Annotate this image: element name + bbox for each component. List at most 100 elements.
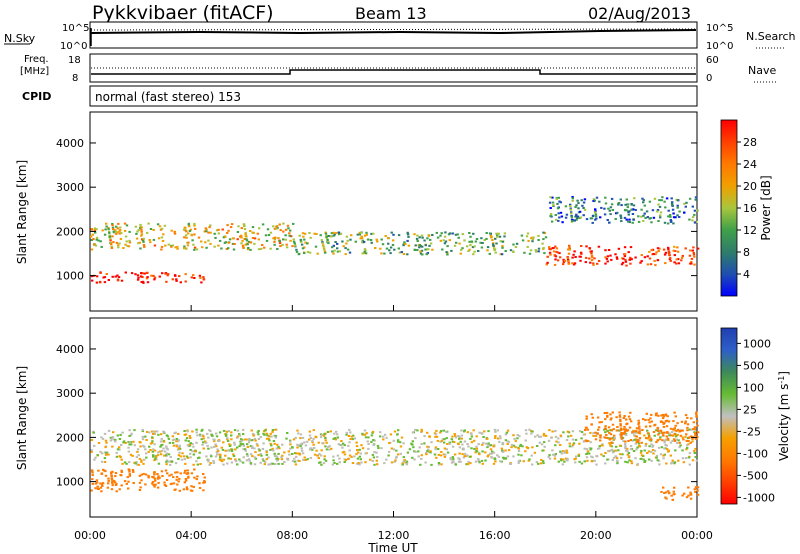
power-cell <box>575 215 578 218</box>
velocity-cell <box>502 450 505 453</box>
velocity-cell <box>457 443 460 446</box>
velocity-cell <box>522 460 525 463</box>
velocity-cell <box>202 435 205 438</box>
power-cell <box>111 235 114 238</box>
velocity-cell <box>663 439 667 442</box>
power-cell <box>627 211 630 214</box>
velocity-cb-tick-label: 25 <box>743 403 757 416</box>
velocity-cell <box>145 431 149 433</box>
velocity-cell <box>686 416 689 419</box>
velocity-cb-tick-label: -100 <box>743 447 768 460</box>
velocity-cell <box>145 456 148 459</box>
power-cell <box>579 216 582 219</box>
velocity-cell <box>293 460 297 463</box>
velocity-cell <box>155 430 159 433</box>
velocity-cell <box>168 441 172 444</box>
velocity-cell <box>187 440 190 443</box>
power-cell <box>483 239 486 241</box>
velocity-cell <box>631 439 634 442</box>
velocity-cell <box>114 472 118 474</box>
velocity-cell <box>531 463 534 466</box>
velocity-cell <box>168 474 171 477</box>
nsky-trace <box>90 29 697 35</box>
velocity-cell <box>177 439 180 442</box>
velocity-cell <box>148 445 151 448</box>
power-cell <box>128 230 131 233</box>
velocity-cell <box>623 443 627 446</box>
power-cell <box>420 249 424 252</box>
power-cell <box>247 240 251 243</box>
velocity-cell <box>232 455 236 457</box>
velocity-cell <box>147 450 150 453</box>
velocity-cell <box>241 461 245 464</box>
velocity-cell <box>324 459 328 462</box>
power-cell <box>92 238 95 240</box>
power-cell <box>573 250 576 253</box>
power-cell <box>580 245 583 247</box>
power-cell <box>381 243 385 246</box>
velocity-cell <box>561 463 564 466</box>
velocity-cell <box>588 447 591 450</box>
power-cell <box>165 280 168 283</box>
velocity-cell <box>316 454 319 457</box>
power-cell <box>289 239 292 242</box>
power-cell <box>596 262 599 265</box>
power-cell <box>656 259 659 262</box>
velocity-cell <box>239 440 242 443</box>
power-cell <box>116 279 120 282</box>
power-cell <box>253 242 256 245</box>
velocity-cell <box>210 433 213 436</box>
power-cell <box>504 250 507 252</box>
velocity-cell <box>135 461 138 464</box>
velocity-cell <box>253 437 257 440</box>
velocity-cell <box>667 450 670 453</box>
velocity-cell <box>402 460 405 463</box>
power-cell <box>344 253 347 256</box>
velocity-cell <box>297 432 300 435</box>
velocity-cell <box>677 439 680 442</box>
power-cell <box>249 230 252 232</box>
velocity-cell <box>632 429 635 432</box>
power-cell <box>284 238 287 241</box>
power-cell <box>620 263 624 266</box>
power-cell <box>239 235 242 238</box>
power-cell <box>492 242 495 245</box>
power-cell <box>322 244 325 247</box>
velocity-cell <box>424 461 427 464</box>
velocity-cell <box>309 457 312 459</box>
power-cell <box>127 245 131 248</box>
velocity-cell <box>210 455 213 458</box>
velocity-cell <box>129 453 133 456</box>
velocity-cell <box>467 460 470 463</box>
velocity-cell <box>673 486 676 489</box>
power-cell <box>470 240 473 243</box>
power-cell <box>683 211 686 214</box>
freq-unit: [MHz] <box>20 66 49 77</box>
velocity-cell <box>442 453 446 456</box>
velocity-cell <box>655 429 658 432</box>
velocity-cell <box>359 452 362 455</box>
power-cell <box>496 235 499 238</box>
velocity-cell <box>404 461 407 464</box>
velocity-cell <box>417 455 420 458</box>
velocity-cell <box>375 451 378 454</box>
power-cell <box>372 232 375 235</box>
power-cell <box>229 226 233 229</box>
velocity-cell <box>379 431 382 434</box>
power-cell <box>657 203 660 206</box>
velocity-cell <box>517 460 521 462</box>
power-cell <box>568 248 571 251</box>
x-tick-label: 00:00 <box>74 529 106 542</box>
power-cell <box>137 242 140 245</box>
power-cell <box>243 238 246 240</box>
power-cell <box>90 248 94 251</box>
velocity-cell <box>430 463 433 466</box>
velocity-cell <box>498 435 502 438</box>
velocity-cell <box>678 446 681 449</box>
power-cell <box>534 249 537 252</box>
velocity-cell <box>555 440 558 443</box>
velocity-cell <box>551 430 554 433</box>
velocity-cell <box>230 434 233 437</box>
velocity-cell <box>100 452 104 455</box>
velocity-cell <box>216 448 219 451</box>
